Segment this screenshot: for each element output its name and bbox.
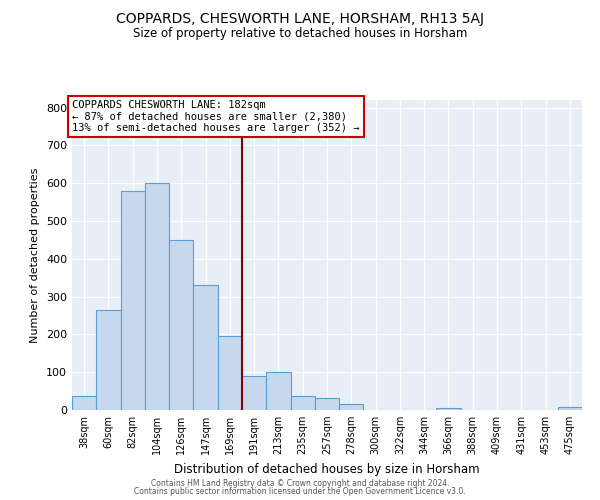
Bar [436, 408, 461, 410]
Text: COPPARDS, CHESWORTH LANE, HORSHAM, RH13 5AJ: COPPARDS, CHESWORTH LANE, HORSHAM, RH13 … [116, 12, 484, 26]
Bar [218, 336, 242, 410]
Bar [169, 240, 193, 410]
Bar [558, 407, 582, 410]
Bar [315, 398, 339, 410]
Bar [121, 190, 145, 410]
Bar [339, 404, 364, 410]
Text: Contains HM Land Registry data © Crown copyright and database right 2024.: Contains HM Land Registry data © Crown c… [151, 478, 449, 488]
Bar [242, 376, 266, 410]
Bar [193, 285, 218, 410]
Text: Size of property relative to detached houses in Horsham: Size of property relative to detached ho… [133, 28, 467, 40]
Bar [96, 310, 121, 410]
X-axis label: Distribution of detached houses by size in Horsham: Distribution of detached houses by size … [174, 462, 480, 475]
Text: Contains public sector information licensed under the Open Government Licence v3: Contains public sector information licen… [134, 487, 466, 496]
Text: COPPARDS CHESWORTH LANE: 182sqm
← 87% of detached houses are smaller (2,380)
13%: COPPARDS CHESWORTH LANE: 182sqm ← 87% of… [72, 100, 359, 133]
Y-axis label: Number of detached properties: Number of detached properties [31, 168, 40, 342]
Bar [72, 396, 96, 410]
Bar [290, 396, 315, 410]
Bar [145, 183, 169, 410]
Bar [266, 372, 290, 410]
